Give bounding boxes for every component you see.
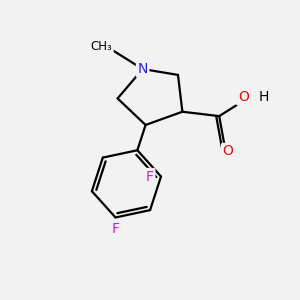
Text: CH₃: CH₃	[91, 40, 112, 53]
Text: F: F	[146, 169, 154, 184]
Text: N: N	[137, 62, 148, 76]
Text: O: O	[238, 90, 249, 104]
Text: H: H	[258, 90, 268, 104]
Text: F: F	[112, 222, 119, 236]
Text: O: O	[223, 145, 233, 158]
